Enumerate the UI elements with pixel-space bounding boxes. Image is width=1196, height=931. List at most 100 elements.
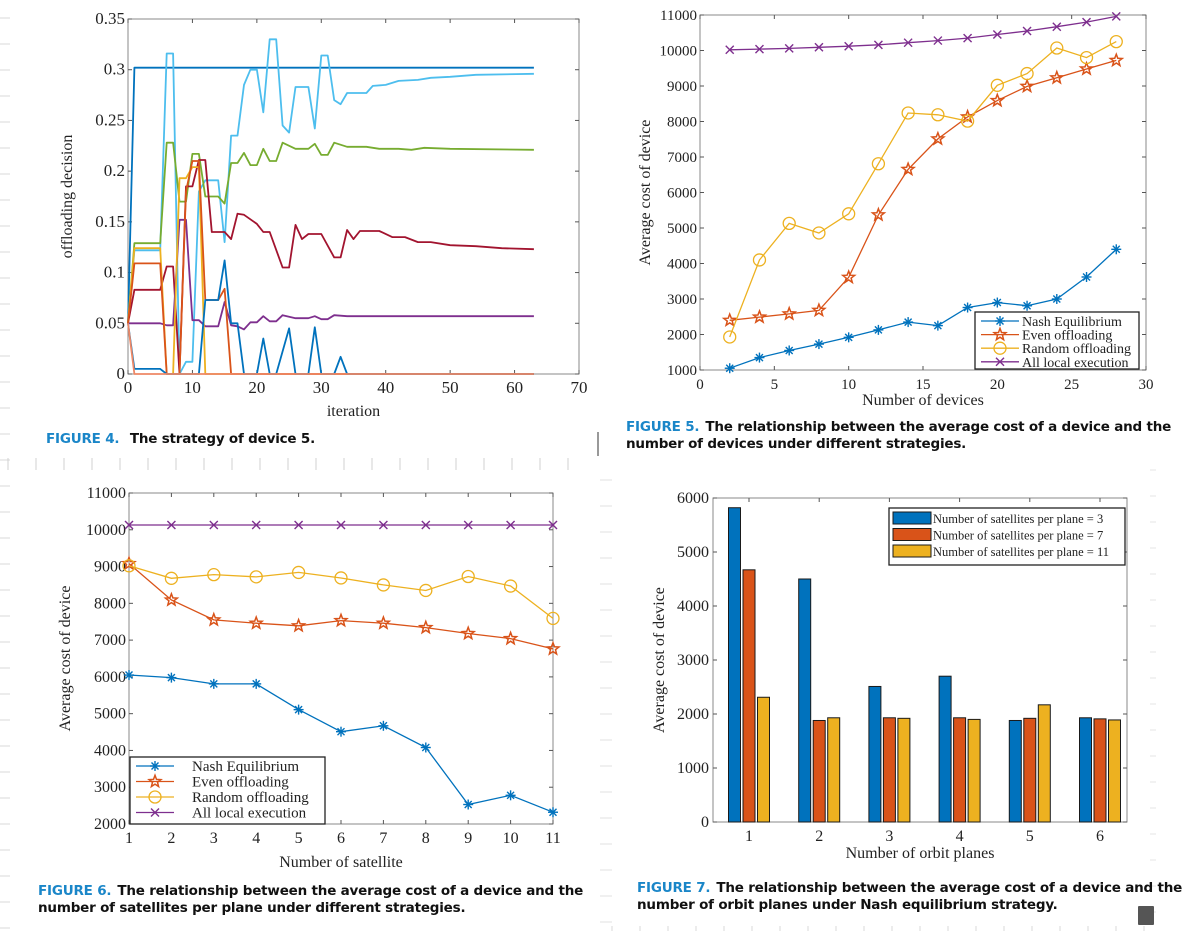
data-point-random-offloading — [812, 226, 826, 240]
data-point-nash-equilibrium — [754, 352, 765, 363]
data-point-all-local-execution — [844, 41, 854, 51]
legend-label-nash-equilibrium: Nash Equilibrium — [192, 759, 299, 775]
data-point-random-offloading — [164, 571, 179, 585]
legend-marker-nash-equilibrium — [995, 316, 1005, 326]
x-axis-label: Number of orbit planes — [846, 845, 995, 862]
legend-marker-all-local-execution — [150, 808, 160, 817]
data-point-random-offloading — [503, 579, 518, 593]
figure-4-label: FIGURE 4. — [46, 431, 120, 447]
y-axis-label: offloading decision — [59, 135, 76, 259]
series-line-option-3 — [127, 141, 534, 324]
data-point-even-offloading — [1078, 60, 1095, 76]
x-tick-label: 20 — [990, 377, 1005, 393]
y-tick-label: 4000 — [94, 742, 126, 759]
x-tick-label: 20 — [248, 378, 265, 397]
x-tick-label: 40 — [377, 378, 394, 397]
y-axis-label: Average cost of device — [637, 120, 654, 266]
y-tick-label: 3000 — [94, 779, 126, 796]
data-point-nash-equilibrium — [724, 363, 735, 374]
data-point-nash-equilibrium — [962, 302, 973, 313]
series-line-even-offloading — [128, 563, 554, 650]
data-point-random-offloading — [291, 565, 306, 580]
x-tick-label: 70 — [571, 378, 588, 397]
data-point-even-offloading — [1048, 69, 1065, 85]
y-tick-label: 2000 — [667, 328, 697, 344]
data-point-random-offloading — [1050, 41, 1064, 55]
y-tick-label: 11000 — [660, 8, 697, 24]
y-tick-label: 9000 — [667, 79, 697, 95]
data-point-all-local-execution — [336, 520, 346, 530]
data-point-random-offloading — [960, 114, 975, 128]
bar — [728, 507, 741, 823]
bar — [1008, 719, 1022, 823]
legend-marker-nash-equilibrium — [150, 761, 160, 771]
bar — [812, 719, 826, 823]
x-tick-label: 4 — [252, 830, 260, 847]
data-point-all-local-execution — [463, 520, 473, 530]
data-point-even-offloading — [375, 614, 392, 630]
x-tick-label: 25 — [1064, 377, 1079, 393]
figure-7-label: FIGURE 7. — [637, 880, 711, 896]
data-point-all-local-execution — [873, 40, 883, 50]
figure-5-label: FIGURE 5. — [626, 419, 700, 435]
data-point-nash-equilibrium — [336, 726, 346, 737]
data-point-random-offloading — [842, 207, 856, 221]
data-point-even-offloading — [290, 617, 307, 633]
y-tick-label: 5000 — [677, 544, 709, 561]
legend-marker-all-local-execution — [995, 357, 1005, 367]
data-point-all-local-execution — [963, 33, 973, 43]
data-point-nash-equilibrium — [293, 704, 304, 715]
y-tick-label: 0.05 — [95, 313, 125, 332]
data-point-all-local-execution — [294, 520, 304, 530]
data-point-random-offloading — [752, 253, 767, 267]
figure-7-caption: FIGURE 7. The relationship between the av… — [637, 880, 1182, 914]
x-tick-label: 10 — [841, 377, 856, 393]
legend-label: Number of satellites per plane = 11 — [933, 545, 1109, 559]
figure-5-caption: FIGURE 5. The relationship between the av… — [626, 419, 1171, 453]
legend-swatch — [892, 528, 932, 541]
bar — [1023, 717, 1037, 823]
bar — [967, 718, 981, 823]
x-tick-label: 8 — [422, 830, 430, 847]
data-point-all-local-execution — [1022, 26, 1032, 36]
legend-label-even-offloading: Even offloading — [1022, 329, 1112, 344]
data-point-nash-equilibrium — [992, 297, 1003, 308]
y-tick-label: 10000 — [86, 522, 126, 539]
bar — [1037, 704, 1051, 823]
y-tick-label: 7000 — [667, 150, 697, 166]
data-point-all-local-execution — [251, 520, 261, 530]
data-point-all-local-execution — [933, 36, 943, 46]
y-tick-label: 6000 — [677, 490, 709, 507]
y-tick-label: 3000 — [677, 652, 709, 669]
y-tick-label: 2000 — [677, 706, 709, 723]
x-tick-label: 5 — [295, 830, 303, 847]
data-point-random-offloading — [207, 567, 221, 582]
legend-label: Number of satellites per plane = 3 — [933, 512, 1103, 526]
x-tick-label: 5 — [1026, 828, 1034, 845]
data-point-nash-equilibrium — [208, 678, 219, 689]
series-line-option-1 — [127, 66, 534, 324]
x-tick-label: 3 — [210, 830, 218, 847]
legend-marker-even-offloading — [992, 326, 1008, 342]
legend-swatch — [892, 511, 932, 525]
data-point-nash-equilibrium — [1022, 300, 1033, 311]
figure-5-line2: number of devices under different strate… — [626, 436, 967, 452]
legend-label-random-offloading: Random offloading — [1022, 342, 1131, 357]
figure-6-line1: The relationship between the average cos… — [117, 883, 584, 899]
legend-label-even-offloading: Even offloading — [192, 775, 289, 791]
data-point-random-offloading — [931, 108, 945, 122]
bar — [798, 578, 812, 823]
x-tick-label: 2 — [167, 830, 175, 847]
data-point-even-offloading — [417, 619, 434, 635]
bar — [827, 717, 841, 823]
figure-6-caption: FIGURE 6. The relationship between the av… — [38, 883, 583, 917]
data-point-all-local-execution — [992, 30, 1002, 40]
data-point-even-offloading — [163, 591, 180, 607]
x-tick-label: 6 — [337, 830, 345, 847]
data-point-nash-equilibrium — [251, 678, 262, 689]
x-axis-label: Number of devices — [862, 392, 984, 409]
data-point-random-offloading — [1020, 66, 1034, 81]
data-point-nash-equilibrium — [843, 332, 854, 343]
